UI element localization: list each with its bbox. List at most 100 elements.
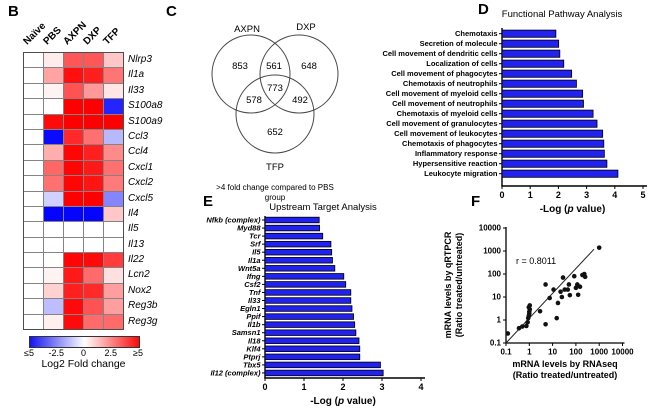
x-tick-label: 2 bbox=[556, 190, 561, 200]
bar bbox=[264, 265, 336, 272]
heatmap-cell bbox=[64, 222, 83, 237]
category-label: Chemotaxis of myeloid cells bbox=[397, 109, 498, 118]
data-point bbox=[575, 292, 581, 298]
data-point bbox=[555, 300, 561, 306]
panel-e-label: E bbox=[203, 193, 214, 210]
bar bbox=[264, 321, 356, 328]
bar bbox=[501, 159, 608, 168]
venn-count-axpn-dxp: 561 bbox=[266, 61, 282, 72]
bar bbox=[264, 216, 320, 224]
category-label: Egln1 bbox=[240, 304, 260, 313]
bar bbox=[264, 289, 352, 296]
correlation-annotation: r = 0.8011 bbox=[516, 256, 556, 266]
gene-label: Cxcl1 bbox=[128, 161, 154, 173]
y-tick-label: 10 bbox=[492, 293, 501, 302]
heatmap-cell bbox=[104, 253, 123, 268]
gene-label: Lcn2 bbox=[128, 269, 150, 281]
heatmap-cell bbox=[104, 114, 123, 129]
gene-label: Il33 bbox=[128, 84, 145, 96]
heatmap-grid bbox=[23, 52, 124, 331]
category-label: Srf bbox=[250, 240, 262, 249]
heatmap-cell bbox=[104, 99, 123, 114]
heatmap-cell bbox=[84, 206, 103, 222]
category-label: Cell movement of leukocytes bbox=[394, 129, 497, 138]
colorbar-gradient bbox=[29, 336, 140, 348]
category-label: Tbx5 bbox=[243, 360, 261, 369]
x-tick-label: 0 bbox=[262, 382, 267, 392]
data-point bbox=[547, 295, 552, 301]
y-axis-label-line2: (Ratio treated/untreated) bbox=[454, 233, 464, 338]
bar bbox=[501, 129, 604, 138]
heatmap-cell bbox=[24, 129, 43, 145]
chart-title: Upstream Target Analysis bbox=[269, 202, 377, 213]
category-label: Hypersensitive reaction bbox=[413, 159, 498, 168]
heatmap-cell bbox=[24, 237, 43, 253]
heatmap-cell bbox=[44, 68, 63, 83]
gene-label: Il13 bbox=[128, 238, 145, 250]
venn-count-all-three: 773 bbox=[267, 83, 283, 94]
bar bbox=[501, 169, 619, 178]
category-label: Ppif bbox=[246, 312, 262, 321]
category-label: Cell movement of dendritic cells bbox=[382, 49, 497, 58]
venn-count-dxp-tfp: 492 bbox=[292, 95, 308, 106]
x-axis-label: -Log (p value) bbox=[540, 204, 606, 215]
heatmap-cell bbox=[64, 268, 83, 283]
category-label: Klf4 bbox=[246, 344, 261, 353]
x-tick-label: 5 bbox=[640, 190, 645, 200]
x-tick-label: 1 bbox=[527, 348, 532, 357]
gene-label: Nox2 bbox=[128, 284, 152, 296]
bar bbox=[264, 369, 384, 377]
heatmap-cell bbox=[64, 53, 83, 68]
heatmap-cell bbox=[84, 237, 103, 253]
heatmap-cell bbox=[24, 222, 43, 237]
data-point bbox=[525, 319, 530, 325]
heatmap-cell bbox=[24, 53, 43, 68]
venn-count-axpn-only: 853 bbox=[232, 61, 248, 72]
heatmap-cell bbox=[44, 129, 63, 145]
x-tick-label: 4 bbox=[418, 382, 423, 392]
heatmap-cell bbox=[104, 299, 123, 314]
heatmap-cell bbox=[104, 145, 123, 160]
heatmap-cell bbox=[24, 83, 43, 99]
bar bbox=[501, 149, 605, 158]
venn-caption-line1: >4 fold change compared to PBS bbox=[216, 183, 334, 192]
heatmap-cell bbox=[24, 145, 43, 160]
x-tick-label: 100 bbox=[569, 348, 583, 357]
heatmap-cell bbox=[24, 314, 43, 330]
colorbar-tick-label: ≥5 bbox=[133, 348, 143, 358]
data-point bbox=[551, 287, 556, 292]
data-point bbox=[582, 274, 588, 280]
heatmap-cell bbox=[84, 222, 103, 237]
venn-diagram: AXPN DXP TFP 853 561 648 578 773 492 652… bbox=[211, 22, 339, 202]
venn-set-label-tfp: TFP bbox=[266, 162, 284, 173]
gene-label: Cxcl2 bbox=[128, 177, 154, 189]
category-label: Il1b bbox=[248, 320, 261, 329]
gene-label: Il5 bbox=[128, 223, 139, 235]
x-axis-label: -Log (p value) bbox=[310, 396, 376, 407]
category-label: Cell movement of neutrophils bbox=[392, 99, 497, 108]
data-point bbox=[543, 282, 548, 287]
heatmap-cell bbox=[64, 237, 83, 253]
heatmap-cell bbox=[44, 237, 63, 253]
heatmap-cell bbox=[104, 68, 123, 83]
heatmap-cell bbox=[104, 206, 123, 222]
category-label: Cell movement of myeloid cells bbox=[386, 89, 498, 98]
heatmap-cell bbox=[44, 268, 63, 283]
heatmap-cell bbox=[84, 160, 103, 176]
bar bbox=[264, 281, 347, 288]
y-axis-label-line1: mRNA levels by qRTPCR bbox=[443, 231, 453, 338]
category-label: Il5 bbox=[252, 248, 261, 257]
heatmap-cell bbox=[84, 283, 103, 299]
heatmap-cell bbox=[44, 53, 63, 68]
category-label: Chemotaxis of neutrophils bbox=[403, 79, 498, 88]
column-header: TFP bbox=[101, 26, 123, 48]
bar bbox=[264, 337, 360, 344]
bar bbox=[264, 273, 345, 280]
gene-label: Ccl3 bbox=[128, 130, 149, 142]
heatmap-cell bbox=[64, 129, 83, 145]
data-point bbox=[543, 322, 548, 327]
heatmap-cell bbox=[84, 145, 103, 160]
gene-label: Cxcl5 bbox=[128, 192, 154, 204]
heatmap-cell bbox=[64, 283, 83, 299]
